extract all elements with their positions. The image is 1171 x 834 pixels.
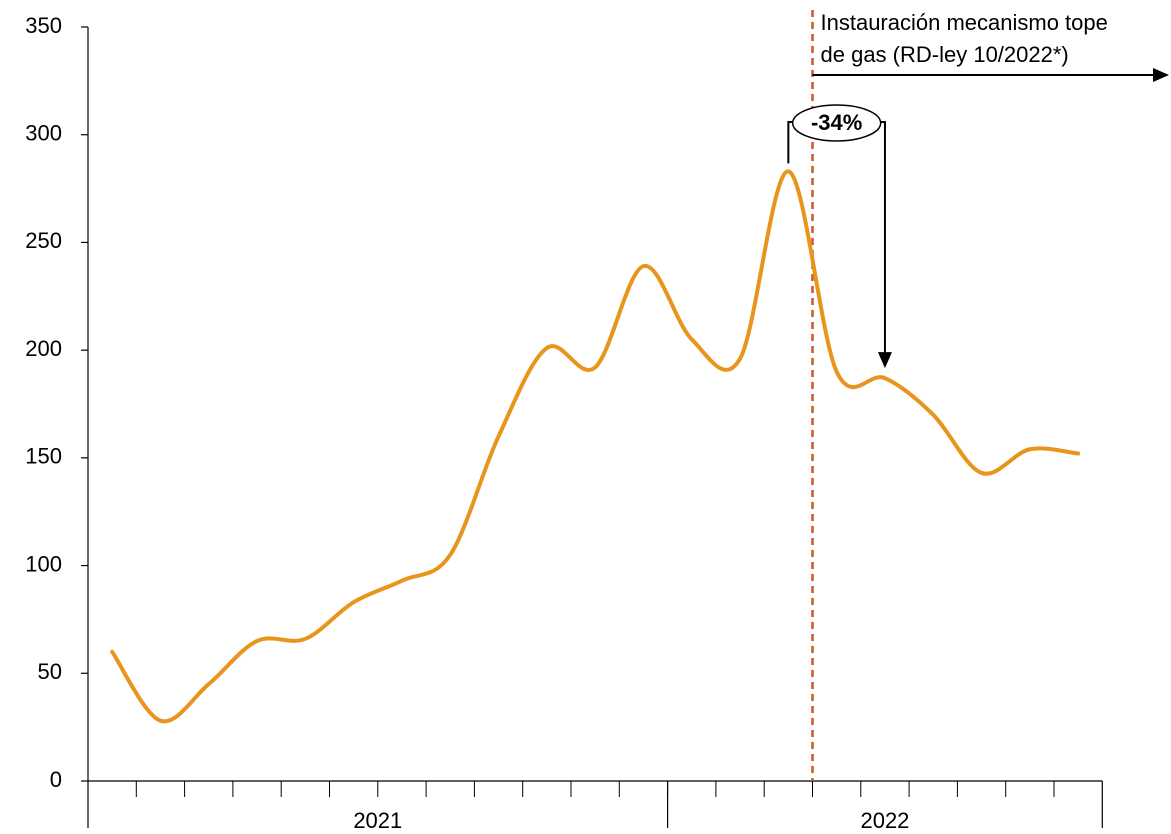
- x-group-label: 2022: [860, 808, 909, 833]
- x-group-label: 2021: [353, 808, 402, 833]
- y-tick-label: 200: [25, 336, 62, 361]
- y-tick-label: 0: [50, 767, 62, 792]
- event-label: Instauración mecanismo tope: [821, 10, 1108, 35]
- y-tick-label: 350: [25, 13, 62, 38]
- y-tick-label: 100: [25, 551, 62, 576]
- y-tick-label: 300: [25, 121, 62, 146]
- data-line: [110, 169, 1081, 724]
- y-tick-label: 250: [25, 228, 62, 253]
- change-badge: [791, 104, 882, 142]
- y-tick-label: 50: [38, 659, 62, 684]
- event-label: de gas (RD-ley 10/2022*): [821, 42, 1069, 67]
- change-label: -34%: [811, 110, 862, 135]
- change-bracket: [787, 121, 892, 369]
- y-tick-label: 150: [25, 444, 62, 469]
